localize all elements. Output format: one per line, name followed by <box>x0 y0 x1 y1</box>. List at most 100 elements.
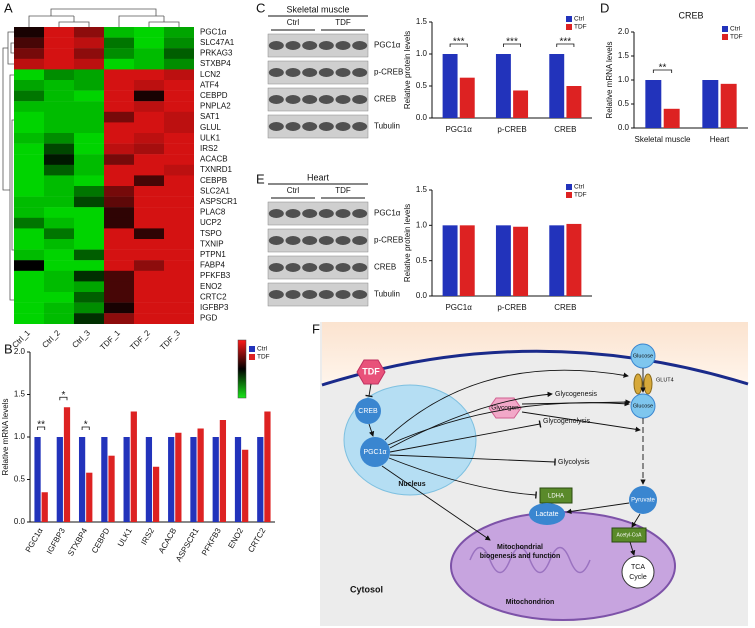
x-tick-label: ASPSCR1 <box>174 526 201 563</box>
blot-protein: p-CREB <box>374 236 403 245</box>
x-tick-label: STXBP4 <box>66 526 89 558</box>
heatmap-cell <box>44 111 74 123</box>
blot-membrane <box>267 255 369 280</box>
heatmap-cell <box>14 239 44 250</box>
node-label: LDHA <box>548 494 564 500</box>
blot-band <box>318 209 334 218</box>
blot-band <box>302 236 318 245</box>
y-tick-label: 1.5 <box>416 185 428 194</box>
x-tick-label: ACACB <box>157 527 179 555</box>
heatmap-cell <box>74 281 104 293</box>
node-label: Pyruvate <box>631 498 655 504</box>
heatmap-cell <box>164 302 194 314</box>
bar <box>234 437 242 522</box>
legend-label: Ctrl <box>574 16 585 23</box>
heatmap-cell <box>74 207 104 218</box>
blot-band <box>335 68 351 77</box>
node-label: Glucose <box>633 353 653 359</box>
arrow <box>384 369 629 441</box>
blot-band <box>268 95 284 104</box>
blot-band <box>268 236 284 245</box>
heatmap-cell <box>104 228 134 240</box>
heatmap-cell <box>164 207 194 218</box>
heatmap-cell <box>44 48 74 59</box>
blot-protein: CREB <box>374 95 396 104</box>
y-axis-label: Relative mRNA levels <box>605 42 614 119</box>
node-label: Cycle <box>629 574 647 581</box>
blot-band <box>268 290 284 299</box>
heatmap-cell <box>74 69 104 81</box>
x-tick-label: ENO2 <box>226 526 245 550</box>
heatmap-cell <box>44 217 74 229</box>
x-tick-label: p-CREB <box>497 125 526 134</box>
blot-band <box>285 263 301 272</box>
ldha-node <box>539 487 573 504</box>
heatmap-cell <box>74 302 104 314</box>
heatmap-cell <box>134 143 164 155</box>
bar <box>86 472 93 522</box>
arrow <box>521 399 631 405</box>
heatmap-cell <box>44 80 74 91</box>
heatmap-cell <box>14 207 44 218</box>
heatmap-cell <box>14 270 44 282</box>
heatmap-cell <box>74 249 104 261</box>
heatmap-cell <box>74 101 104 112</box>
row-label: PFKFB3 <box>200 271 231 280</box>
blot-band <box>352 41 368 50</box>
heatmap-cell <box>74 122 104 134</box>
arrows <box>365 368 646 556</box>
bar <box>145 437 153 522</box>
row-label: FABP4 <box>200 261 225 270</box>
heatmap-cell <box>104 186 134 197</box>
y-axis-label: Relative protein levels <box>403 204 412 282</box>
x-tick-label: PGC1α <box>24 526 45 554</box>
heatmap-cell <box>134 69 164 81</box>
column-label: TDF_2 <box>128 328 152 352</box>
heatmap-cell <box>164 196 194 208</box>
y-tick-label: 2.0 <box>14 347 26 356</box>
blot-band <box>302 68 318 77</box>
heatmap-cell <box>164 101 194 112</box>
heatmap-cell <box>74 270 104 282</box>
heatmap-cell <box>134 239 164 250</box>
heatmap-cell <box>44 27 74 38</box>
heatmap-cell <box>14 69 44 81</box>
blot-band <box>352 236 368 245</box>
inhibit <box>365 383 373 398</box>
heatmap-cell <box>134 122 164 134</box>
color-bar <box>237 339 247 399</box>
blot-band <box>285 41 301 50</box>
heatmap-cell <box>14 48 44 59</box>
blot-band <box>318 263 334 272</box>
blot-group: TDF <box>335 186 351 195</box>
heatmap-cell <box>134 302 164 314</box>
x-tick-label: PFKFB3 <box>200 526 223 557</box>
bar <box>459 225 475 296</box>
blot-band <box>318 290 334 299</box>
row-label: TSPO <box>200 229 222 238</box>
arrow <box>368 423 375 437</box>
y-tick-label: 0.0 <box>416 291 428 300</box>
heatmap-cell <box>44 228 74 240</box>
row-label: ACACB <box>200 155 228 164</box>
column-dendrogram <box>28 8 180 27</box>
significance-label: ** <box>37 420 45 431</box>
legend-swatch <box>722 34 728 40</box>
significance-label: * <box>84 420 88 431</box>
x-tick-label: CEBPD <box>90 526 112 555</box>
node-label: Glucose <box>633 403 653 409</box>
significance-label: *** <box>506 37 518 48</box>
heatmap-cell <box>164 37 194 49</box>
heatmap-cell <box>104 302 134 314</box>
glut4 <box>643 373 653 395</box>
bar <box>566 86 582 118</box>
bar <box>152 466 160 522</box>
heatmap-cell <box>134 58 164 70</box>
heatmap-cell <box>74 90 104 102</box>
x-tick-label: p-CREB <box>497 303 526 312</box>
heatmap-cell <box>164 175 194 187</box>
row-label: PLAC8 <box>200 208 226 217</box>
heatmap-cell <box>104 281 134 293</box>
heatmap-cell <box>44 175 74 187</box>
